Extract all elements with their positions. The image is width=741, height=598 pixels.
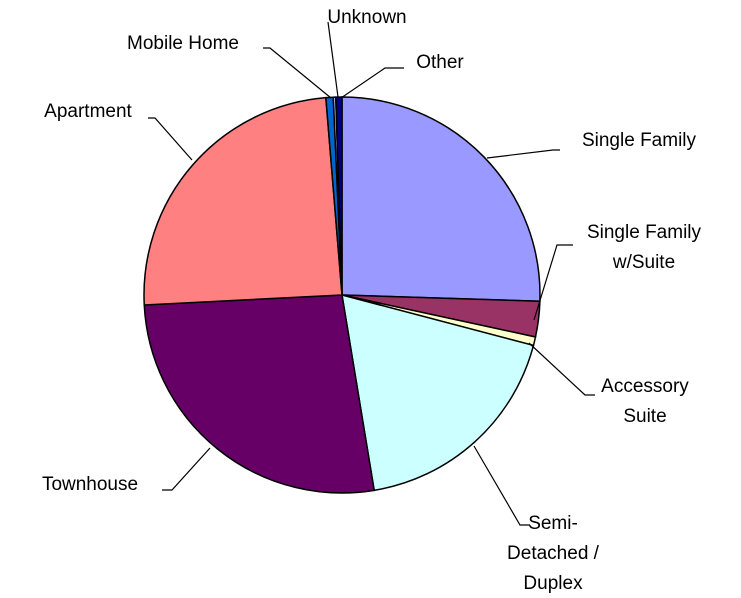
leader-line (473, 445, 530, 526)
slice-label: Single Family w/Suite (586, 222, 702, 273)
leader-line (340, 67, 404, 99)
slice-label: Accessory Suite (601, 376, 689, 427)
pie-slice (341, 293, 535, 492)
slice-label: Mobile Home (127, 33, 239, 54)
slice-label: Other (416, 52, 464, 73)
leader-line (263, 47, 332, 99)
pie-slice (143, 96, 343, 306)
slice-label: Apartment (44, 101, 132, 122)
leader-line (528, 342, 595, 396)
leader-line (486, 149, 560, 159)
leader-line (327, 21, 339, 98)
slice-label: Townhouse (41, 474, 139, 495)
pie-slice (341, 96, 541, 302)
slice-label: Unknown (327, 7, 407, 28)
leader-line (162, 447, 211, 491)
slice-label: Single Family (581, 130, 697, 151)
leader-line (533, 244, 573, 321)
pie-slice (143, 294, 376, 494)
leader-line (148, 117, 193, 161)
slice-label: Semi-Detached / Duplex (507, 513, 599, 594)
